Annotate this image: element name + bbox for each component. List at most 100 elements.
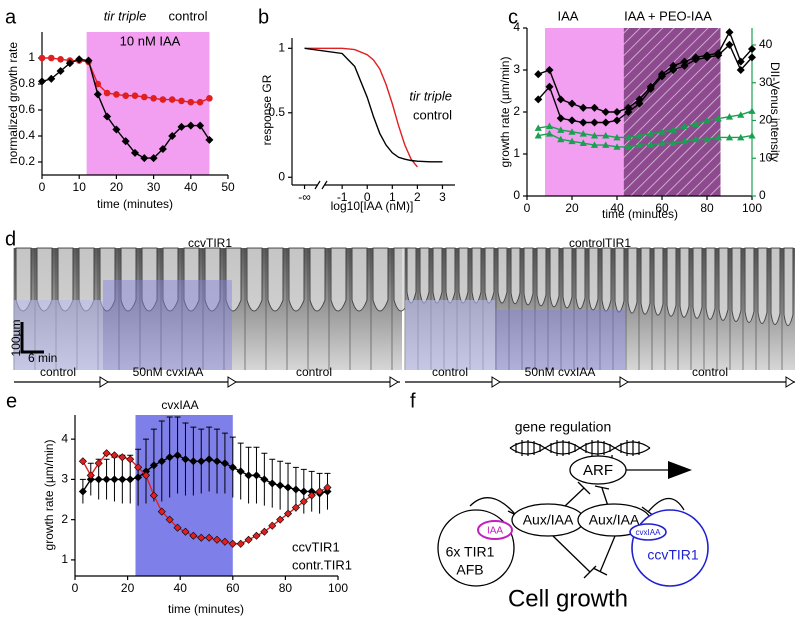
label: gene regulation [515, 419, 612, 435]
marker [94, 80, 102, 88]
root [141, 247, 158, 312]
marker [252, 531, 261, 540]
x-tick-label: -1 [337, 190, 348, 204]
chart-title: cvxIAA [161, 398, 198, 412]
marker [601, 118, 610, 127]
root [588, 247, 599, 311]
marker [78, 457, 87, 466]
timeline-arrows [99, 376, 795, 388]
treatment-tint [14, 300, 103, 370]
marker [159, 96, 167, 103]
root [510, 247, 521, 305]
marker [75, 55, 84, 64]
y-tick-label: 0.4 [18, 128, 35, 142]
x-tick-label: 40 [174, 581, 188, 595]
marker [48, 54, 55, 62]
marker [737, 133, 745, 141]
root [246, 247, 263, 312]
marker [612, 107, 622, 117]
marker [602, 141, 610, 148]
root [757, 247, 768, 324]
panel-d: d ccvTIR1 controlTIR1 100µm 6 min contro… [5, 228, 795, 388]
marker [545, 130, 554, 137]
inhibition [564, 481, 610, 507]
marker [173, 451, 182, 460]
x-tick-label: 40 [184, 180, 198, 194]
marker [579, 130, 587, 137]
marker [168, 131, 177, 141]
x-tick-label: 0 [72, 581, 79, 595]
root [183, 247, 200, 312]
region-label: IAA [558, 8, 579, 23]
root [575, 247, 586, 310]
marker [102, 475, 111, 484]
legend-entry: tir triple [409, 88, 452, 103]
x-tick-label: 1 [389, 190, 396, 204]
x-tick-label: 20 [565, 201, 579, 215]
marker [181, 527, 190, 536]
marker [197, 457, 206, 466]
marker [228, 463, 237, 472]
marker [260, 475, 269, 484]
treatment-tint [405, 300, 495, 370]
marker [568, 128, 576, 135]
receptor-label: 6x TIR1 [446, 544, 495, 560]
marker [103, 89, 111, 97]
inhibition [552, 535, 616, 579]
marker [725, 28, 734, 37]
marker [260, 527, 269, 536]
marker [178, 97, 185, 105]
root [406, 247, 417, 304]
y2-tick-label: 0 [759, 188, 766, 202]
panel-letter: a [5, 6, 17, 28]
marker [736, 65, 745, 75]
x-tick-label: 2 [414, 190, 421, 204]
region-label: IAA + PEO-IAA [624, 8, 712, 23]
marker [47, 74, 56, 83]
marker [556, 95, 565, 104]
root [204, 247, 221, 312]
timeline-label: 50nM cvxIAA [133, 365, 204, 379]
x-tick-label: 20 [110, 180, 124, 194]
x-tick-label: 80 [279, 581, 293, 595]
root [162, 247, 179, 312]
root [432, 247, 443, 304]
marker [130, 148, 140, 157]
marker [725, 133, 734, 141]
marker [236, 467, 245, 476]
marker [134, 473, 143, 482]
y-tick-label: 1 [513, 146, 520, 160]
marker [276, 515, 285, 524]
ligand [477, 520, 513, 540]
marker [323, 487, 332, 496]
marker [94, 475, 103, 484]
marker [102, 449, 111, 458]
marker [612, 116, 622, 125]
marker [635, 99, 644, 108]
marker [56, 66, 65, 76]
scale-label: 100µm [9, 320, 23, 357]
marker [315, 487, 324, 496]
treatment-tint [103, 280, 232, 370]
marker [545, 82, 554, 91]
y-tick-label: 0.5 [268, 105, 285, 119]
x-axis-title: log10[IAA (nM)] [331, 199, 414, 213]
marker [714, 115, 722, 122]
root [497, 247, 508, 304]
node-label: ARF [583, 462, 613, 479]
marker [158, 144, 167, 154]
root [705, 247, 716, 320]
marker [220, 459, 229, 468]
y2-tick-label: 20 [759, 113, 773, 127]
marker [669, 65, 678, 75]
marker [590, 118, 599, 127]
marker [557, 126, 565, 133]
marker [567, 116, 577, 125]
x-tick-label: 80 [700, 201, 714, 215]
legend-entry: control [413, 107, 452, 122]
marker [624, 143, 632, 150]
panel-letter: d [5, 228, 16, 250]
root [549, 247, 560, 308]
